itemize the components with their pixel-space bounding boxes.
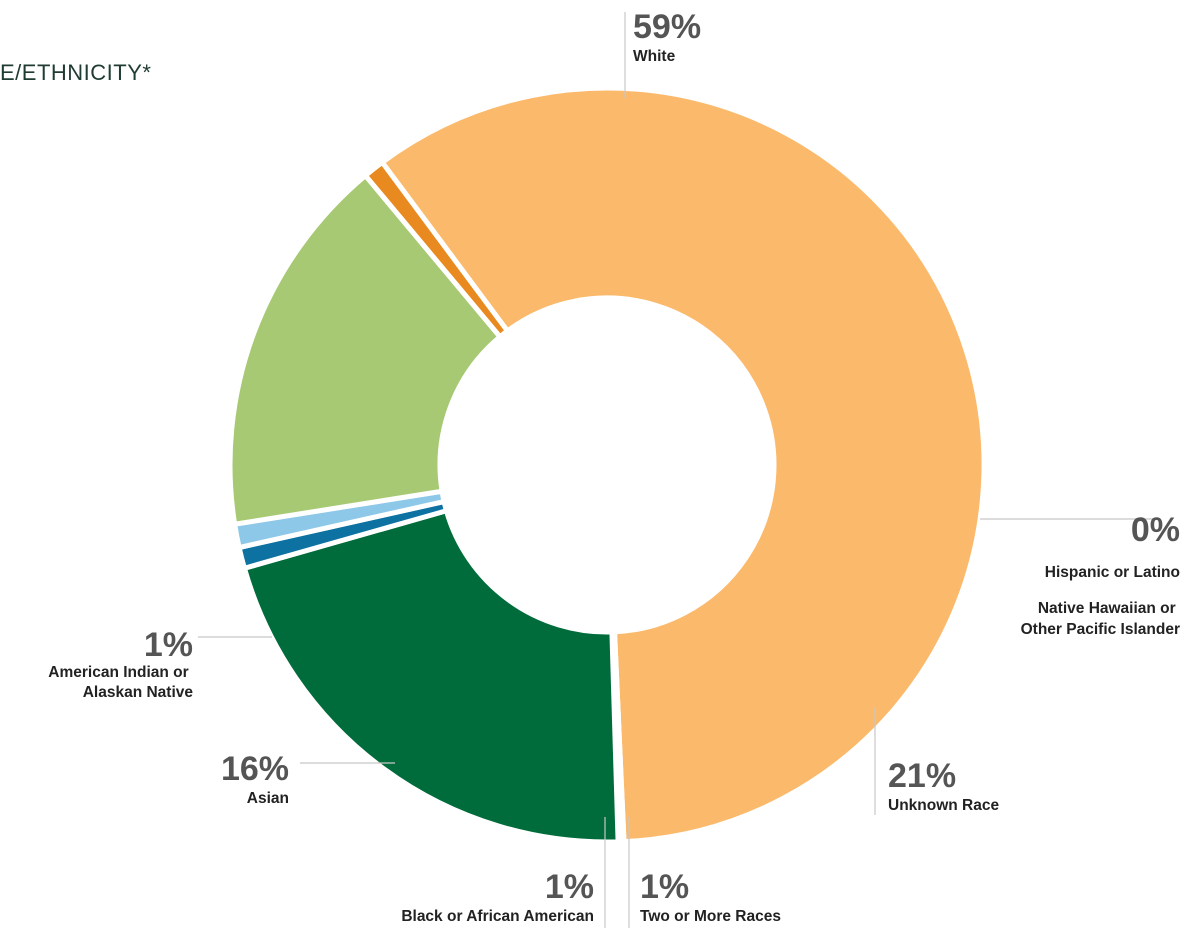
category-label-american-indian: American Indian or Alaskan Native xyxy=(48,664,193,701)
slice-white xyxy=(379,85,987,845)
category-label-two-or-more: Two or More Races xyxy=(640,908,781,925)
category-label-nhopi-line1: Native Hawaiian or xyxy=(1038,600,1176,617)
slice-asian xyxy=(227,173,503,527)
value-label-black: 1% xyxy=(545,868,594,906)
slice-unknown-race xyxy=(241,508,621,845)
category-label-american-indian-line2: Alaskan Native xyxy=(83,684,194,701)
category-label-black: Black or African American xyxy=(401,908,594,925)
value-label-american-indian: 1% xyxy=(144,626,193,664)
category-label-white: White xyxy=(633,48,676,65)
category-label-american-indian-line1: American Indian or xyxy=(48,664,188,681)
chart-title: E/ETHNICITY* xyxy=(0,60,151,85)
category-label-asian: Asian xyxy=(247,790,289,807)
donut-slices xyxy=(227,85,987,845)
value-label-two-or-more: 1% xyxy=(640,868,689,906)
leader-lines xyxy=(198,12,1160,928)
category-label-hispanic: Hispanic or Latino xyxy=(1045,564,1180,581)
category-label-nhopi-line2: Other Pacific Islander xyxy=(1021,621,1180,638)
category-label-nhopi: Native Hawaiian or Other Pacific Islande… xyxy=(1021,600,1180,638)
slice-american-indian-or-alaskan-native xyxy=(362,159,510,340)
value-label-asian: 16% xyxy=(221,750,289,788)
value-label-unknown: 21% xyxy=(888,757,956,795)
value-label-white: 59% xyxy=(633,8,701,46)
value-label-hispanic-nhopi: 0% xyxy=(1131,511,1180,549)
category-label-unknown: Unknown Race xyxy=(888,797,999,814)
